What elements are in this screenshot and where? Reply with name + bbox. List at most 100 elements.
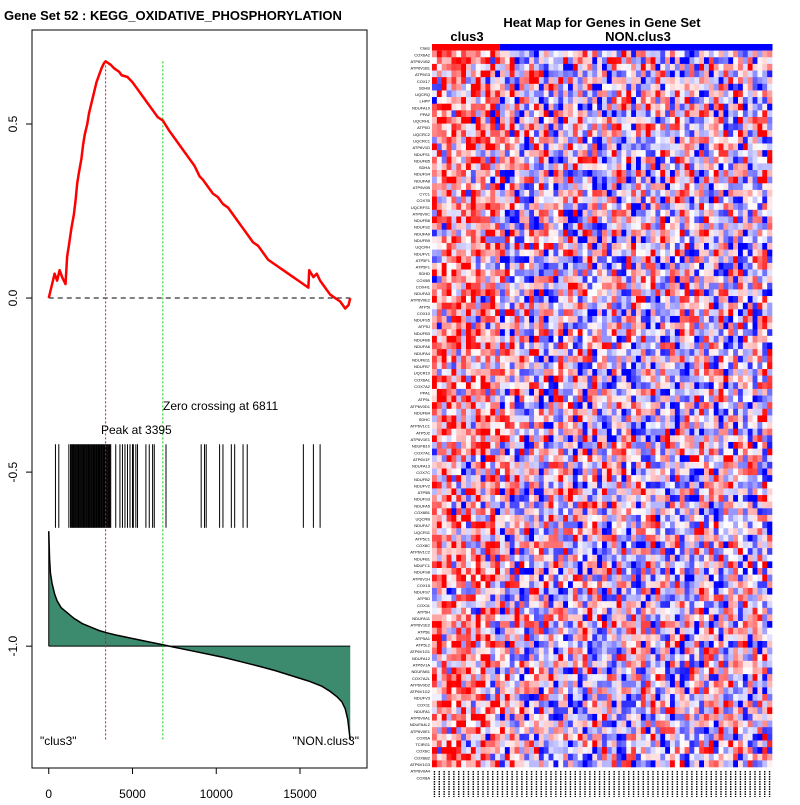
heatmap-cell <box>757 283 762 290</box>
heatmap-cell <box>631 137 636 144</box>
heatmap-cell <box>500 216 505 223</box>
heatmap-cell <box>680 362 685 369</box>
heatmap-cell <box>694 157 699 164</box>
heatmap-cell <box>456 104 461 111</box>
heatmap-cell <box>694 197 699 204</box>
heatmap-cell <box>602 51 607 58</box>
heatmap-cell <box>636 157 641 164</box>
heatmap-cell <box>456 495 461 502</box>
heatmap-cell <box>689 243 694 250</box>
heatmap-cell <box>665 435 670 442</box>
heatmap-cell <box>719 356 724 363</box>
heatmap-cell <box>621 230 626 237</box>
heatmap-cell <box>738 223 743 230</box>
heatmap-cell <box>714 137 719 144</box>
heatmap-cell <box>612 210 617 217</box>
heatmap-cell <box>757 177 762 184</box>
heatmap-cell <box>466 250 471 257</box>
heatmap-cell <box>456 143 461 150</box>
heatmap-cell <box>641 203 646 210</box>
heatmap-cell <box>762 104 767 111</box>
heatmap-cell <box>631 230 636 237</box>
heatmap-cell <box>442 362 447 369</box>
heatmap-cell <box>602 236 607 243</box>
heatmap-cell <box>485 449 490 456</box>
heatmap-cell <box>539 170 544 177</box>
heatmap-cell <box>743 462 748 469</box>
heatmap-cell <box>733 356 738 363</box>
heatmap-cell <box>723 316 728 323</box>
heatmap-cell <box>660 190 665 197</box>
heatmap-cell <box>728 223 733 230</box>
heatmap-cell <box>685 389 690 396</box>
heatmap-cell <box>539 429 544 436</box>
heatmap-cell <box>461 104 466 111</box>
heatmap-cell <box>534 276 539 283</box>
heatmap-cell <box>646 422 651 429</box>
heatmap-cell <box>646 143 651 150</box>
heatmap-cell <box>447 495 452 502</box>
heatmap-cell <box>558 210 563 217</box>
heatmap-cell <box>495 396 500 403</box>
heatmap-cell <box>660 376 665 383</box>
heatmap-cell <box>481 190 486 197</box>
heatmap-cell <box>563 110 568 117</box>
heatmap-cell <box>641 323 646 330</box>
heatmap-cell <box>573 495 578 502</box>
heatmap-cell <box>549 236 554 243</box>
heatmap-cell <box>563 150 568 157</box>
heatmap-cell <box>636 243 641 250</box>
heatmap-cell <box>553 256 558 263</box>
heatmap-cell <box>553 508 558 515</box>
heatmap-cell <box>510 396 515 403</box>
heatmap-cell <box>597 216 602 223</box>
heatmap-cell <box>675 150 680 157</box>
heatmap-cell <box>612 124 617 131</box>
heatmap-cell <box>612 104 617 111</box>
heatmap-cell <box>490 250 495 257</box>
heatmap-cell <box>636 263 641 270</box>
heatmap-cell <box>558 309 563 316</box>
heatmap-cell <box>641 57 646 64</box>
heatmap-cell <box>432 276 437 283</box>
heatmap-cell <box>471 475 476 482</box>
heatmap-cell <box>626 462 631 469</box>
heatmap-cell <box>500 396 505 403</box>
heatmap-cell <box>432 57 437 64</box>
heatmap-cell <box>655 71 660 78</box>
heatmap-cell <box>510 389 515 396</box>
heatmap-cell <box>563 376 568 383</box>
heatmap-cell <box>728 323 733 330</box>
heatmap-cell <box>728 455 733 462</box>
heatmap-cell <box>471 270 476 277</box>
heatmap-cell <box>655 415 660 422</box>
heatmap-cell <box>641 210 646 217</box>
heatmap-cell <box>476 349 481 356</box>
heatmap-cell <box>583 97 588 104</box>
heatmap-cell <box>432 190 437 197</box>
heatmap-cell <box>461 396 466 403</box>
heatmap-cell <box>578 177 583 184</box>
heatmap-cell <box>714 309 719 316</box>
heatmap-cell <box>626 455 631 462</box>
heatmap-cell <box>451 488 456 495</box>
heatmap-cell <box>549 84 554 91</box>
heatmap-cell <box>558 396 563 403</box>
heatmap-cell <box>728 349 733 356</box>
heatmap-cell <box>704 177 709 184</box>
heatmap-cell <box>743 183 748 190</box>
heatmap-cell <box>476 289 481 296</box>
heatmap-cell <box>587 163 592 170</box>
heatmap-cell <box>714 51 719 58</box>
heatmap-cell <box>524 362 529 369</box>
heatmap-cell <box>437 236 442 243</box>
heatmap-cell <box>510 71 515 78</box>
heatmap-cell <box>651 349 656 356</box>
heatmap-cell <box>549 495 554 502</box>
heatmap-cell <box>500 84 505 91</box>
heatmap-cell <box>636 210 641 217</box>
heatmap-cell <box>641 104 646 111</box>
heatmap-cell <box>597 508 602 515</box>
heatmap-cell <box>519 502 524 509</box>
heatmap-cell <box>748 130 753 137</box>
